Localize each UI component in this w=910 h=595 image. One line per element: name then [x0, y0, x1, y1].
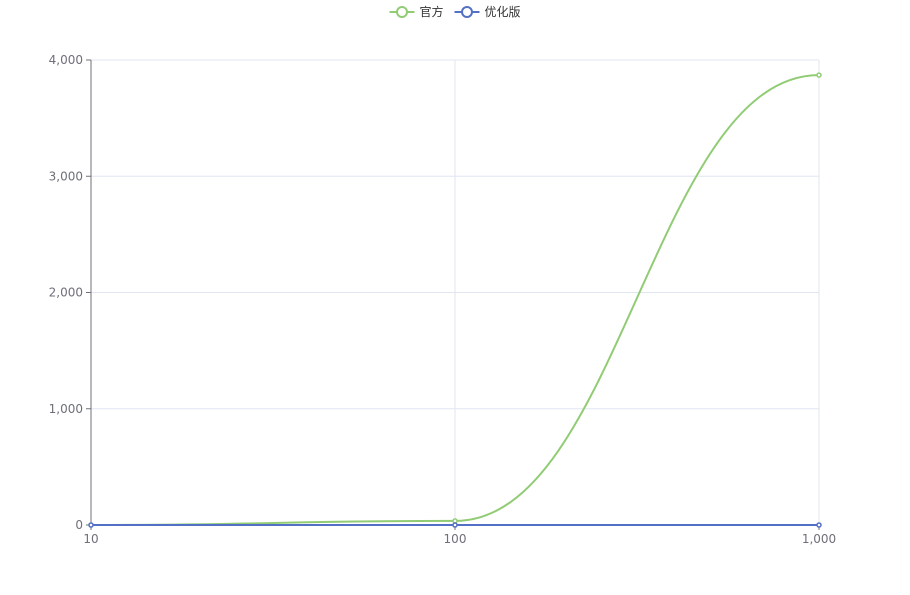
y-tick-label: 3,000	[49, 169, 83, 183]
x-tick-label: 1,000	[802, 532, 836, 546]
axes: 0 1,000 2,000 3,000 4,000 10 100 1,000	[49, 53, 837, 546]
data-point	[452, 522, 458, 528]
y-tick-label: 2,000	[49, 286, 83, 300]
y-tick-label: 0	[75, 518, 83, 532]
legend-label: 优化版	[485, 5, 521, 19]
data-point	[816, 72, 822, 78]
y-tick-label: 4,000	[49, 53, 83, 67]
legend-item-0[interactable]: 官方	[389, 4, 444, 19]
y-tick-label: 1,000	[49, 402, 83, 416]
x-tick-label: 100	[444, 532, 467, 546]
data-point	[816, 522, 822, 528]
grid-lines	[91, 59, 820, 525]
legend-item-1[interactable]: 优化版	[454, 5, 521, 19]
legend-marker-icon	[396, 6, 408, 18]
series-line-0	[90, 74, 820, 526]
legend[interactable]: 官方 优化版	[389, 4, 521, 19]
legend-label: 官方	[420, 4, 444, 19]
legend-marker-icon	[461, 6, 473, 18]
x-tick-label: 10	[83, 532, 98, 546]
data-point	[88, 522, 94, 528]
series-lines	[88, 72, 822, 528]
